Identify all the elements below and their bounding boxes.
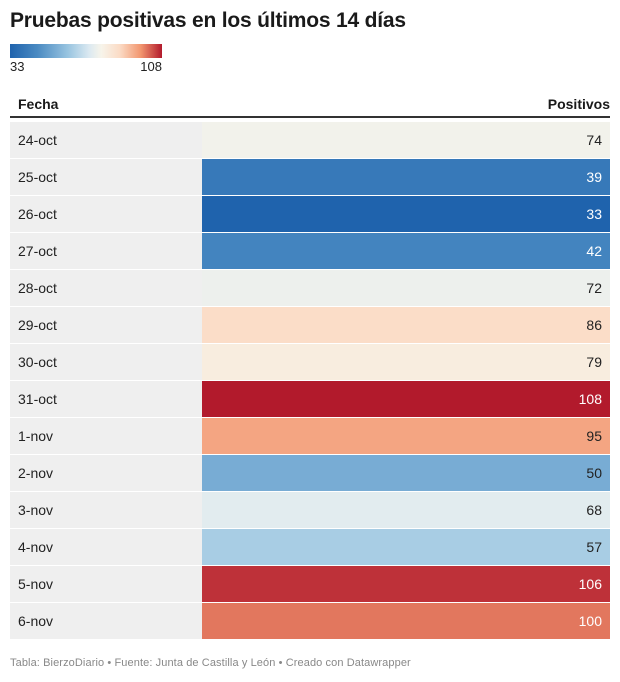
legend-gradient-bar	[10, 44, 162, 58]
cell-positivos: 79	[202, 344, 610, 380]
table-row: 1-nov 95	[10, 418, 610, 455]
table-row: 24-oct 74	[10, 122, 610, 159]
cell-date: 29-oct	[10, 307, 202, 343]
table-row: 3-nov 68	[10, 492, 610, 529]
table-row: 6-nov 100	[10, 603, 610, 640]
cell-date: 30-oct	[10, 344, 202, 380]
column-header-positivos[interactable]: Positivos	[547, 96, 610, 112]
cell-positivos: 39	[202, 159, 610, 195]
cell-positivos: 72	[202, 270, 610, 306]
footer-credits: Tabla: BierzoDiario • Fuente: Junta de C…	[10, 657, 411, 669]
cell-positivos: 57	[202, 529, 610, 565]
chart-title: Pruebas positivas en los últimos 14 días	[10, 9, 406, 32]
table-row: 25-oct 39	[10, 159, 610, 196]
color-legend: 33 108	[10, 44, 162, 74]
cell-date: 26-oct	[10, 196, 202, 232]
table-row: 5-nov 106	[10, 566, 610, 603]
cell-date: 4-nov	[10, 529, 202, 565]
cell-date: 28-oct	[10, 270, 202, 306]
cell-positivos: 68	[202, 492, 610, 528]
table-row: 4-nov 57	[10, 529, 610, 566]
table-body: 24-oct 74 25-oct 39 26-oct 33 27-oct 42 28-oct 72…	[10, 122, 610, 640]
cell-date: 2-nov	[10, 455, 202, 491]
cell-positivos: 33	[202, 196, 610, 232]
cell-date: 27-oct	[10, 233, 202, 269]
cell-date: 1-nov	[10, 418, 202, 454]
table-row: 27-oct 42	[10, 233, 610, 270]
cell-positivos: 95	[202, 418, 610, 454]
cell-date: 31-oct	[10, 381, 202, 417]
cell-positivos: 106	[202, 566, 610, 602]
legend-min-label: 33	[10, 59, 25, 74]
cell-date: 25-oct	[10, 159, 202, 195]
cell-positivos: 42	[202, 233, 610, 269]
legend-max-label: 108	[140, 59, 162, 74]
cell-date: 3-nov	[10, 492, 202, 528]
column-header-date[interactable]: Fecha	[18, 96, 59, 112]
cell-positivos: 74	[202, 122, 610, 158]
table-row: 26-oct 33	[10, 196, 610, 233]
cell-positivos: 86	[202, 307, 610, 343]
cell-date: 6-nov	[10, 603, 202, 639]
table-row: 31-oct 108	[10, 381, 610, 418]
cell-date: 5-nov	[10, 566, 202, 602]
data-table: Fecha Positivos 24-oct 74 25-oct 39 26-oct 33…	[10, 92, 610, 640]
cell-date: 24-oct	[10, 122, 202, 158]
table-row: 2-nov 50	[10, 455, 610, 492]
cell-positivos: 100	[202, 603, 610, 639]
cell-positivos: 108	[202, 381, 610, 417]
table-row: 30-oct 79	[10, 344, 610, 381]
table-row: 29-oct 86	[10, 307, 610, 344]
cell-positivos: 50	[202, 455, 610, 491]
table-header: Fecha Positivos	[10, 92, 610, 118]
table-row: 28-oct 72	[10, 270, 610, 307]
